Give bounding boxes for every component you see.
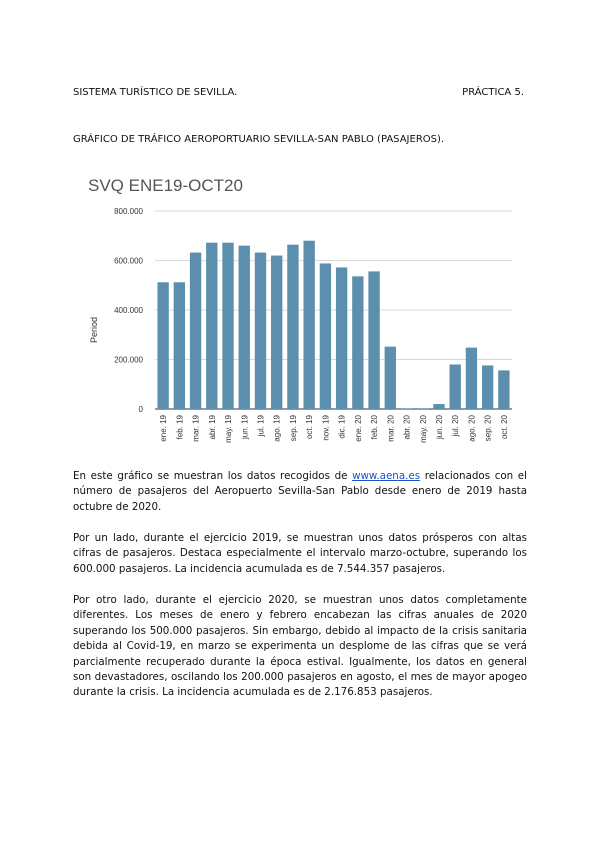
bar <box>368 271 380 409</box>
x-tick-label: may. 19 <box>224 414 233 442</box>
bar <box>352 276 364 409</box>
bar <box>433 404 445 409</box>
bar <box>449 364 461 409</box>
paragraph-1: En este gráfico se muestran los datos re… <box>73 469 527 515</box>
x-tick-label: jun. 19 <box>240 414 249 440</box>
bar <box>319 263 332 409</box>
bar <box>222 242 234 409</box>
bar <box>238 245 250 409</box>
x-tick-label: dic. 19 <box>338 414 347 438</box>
bar <box>157 282 169 409</box>
paragraph-3: Por otro lado, durante el ejercicio 2020… <box>73 594 527 699</box>
p1-text: En este gráfico se muestran los datos re… <box>73 470 353 482</box>
bar <box>254 252 267 409</box>
x-tick-label: may. 20 <box>419 414 428 442</box>
x-tick-label: feb. 19 <box>175 414 184 439</box>
x-tick-label: jun. 20 <box>435 414 444 440</box>
bar <box>189 252 202 409</box>
x-tick-label: ago. 20 <box>467 414 476 441</box>
bar-chart: 0 200.000 400.000 600.000 800.000 Period ene. … <box>89 207 512 443</box>
y-tick-label: 0 <box>139 405 144 414</box>
x-tick-label: oct. 20 <box>500 414 509 439</box>
x-tick-label: mar. 19 <box>192 414 201 441</box>
x-tick-label: abr. 20 <box>403 414 412 439</box>
bar <box>303 240 315 409</box>
section-subtitle: GRÁFICO DE TRÁFICO AEROPORTUARIO SEVILLA… <box>73 134 445 145</box>
bar <box>335 267 348 409</box>
bar <box>417 408 429 410</box>
x-tick-label: ene. 20 <box>354 414 363 441</box>
y-tick-label: 800.000 <box>114 207 143 216</box>
x-tick-label: abr. 19 <box>208 414 217 439</box>
header-left: SISTEMA TURÍSTICO DE SEVILLA. <box>73 87 238 98</box>
x-tick-label: feb. 20 <box>370 414 379 439</box>
bar <box>287 244 299 409</box>
bar <box>498 370 510 409</box>
bar <box>271 255 283 409</box>
paragraph-2: Por un lado, durante el ejercicio 2019, … <box>73 532 527 575</box>
x-tick-label: oct. 19 <box>305 414 314 439</box>
x-tick-label: jul. 20 <box>451 414 460 437</box>
y-tick-label: 400.000 <box>114 306 143 315</box>
bar <box>400 408 413 410</box>
aena-link[interactable]: www.aena.es <box>352 470 421 482</box>
x-tick-label: sep. 19 <box>289 414 298 441</box>
p1-text-after: relacionados con el número de pasajeros … <box>73 470 528 513</box>
bar <box>481 365 494 409</box>
x-tick-label: jul. 19 <box>256 414 265 437</box>
y-tick-label: 600.000 <box>114 257 143 266</box>
bar <box>465 347 478 409</box>
x-tick-label: nov. 19 <box>321 414 330 440</box>
x-tick-label: mar. 20 <box>386 414 395 441</box>
bar <box>173 282 186 409</box>
chart-title: SVQ ENE19-OCT20 <box>88 176 243 195</box>
header-right: PRÁCTICA 5. <box>462 87 524 98</box>
y-tick-label: 200.000 <box>114 356 143 365</box>
x-tick-label: ene. 19 <box>159 414 168 441</box>
y-axis-label: Period <box>89 317 99 343</box>
x-tick-label: sep. 20 <box>484 414 493 441</box>
x-tick-label: ago. 19 <box>273 414 282 441</box>
bar <box>206 242 218 409</box>
bar <box>384 346 396 409</box>
